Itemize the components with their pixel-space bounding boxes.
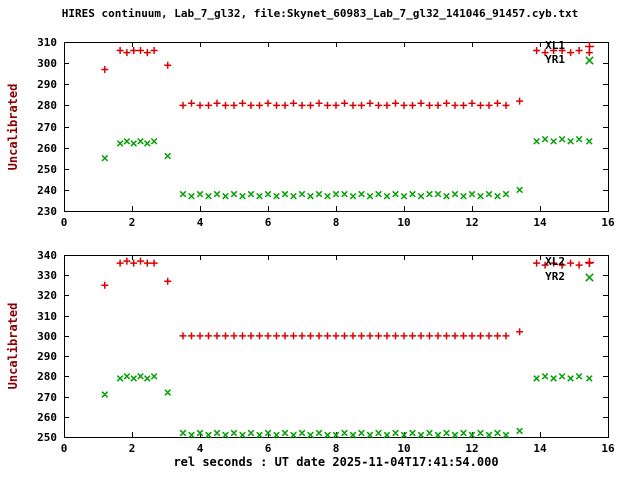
legend-label-xl1: XL1 (545, 39, 565, 52)
y-tick-label: 310 (37, 36, 57, 49)
y-axis-label-top: Uncalibrated (6, 83, 20, 171)
plus-marker-icon (585, 257, 594, 267)
x-tick-label: 2 (129, 216, 136, 229)
y-tick-label: 320 (37, 289, 57, 302)
legend-entry-xl1: XL1 (418, 39, 596, 53)
x-tick-label: 10 (397, 216, 410, 229)
series-points-YR1 (101, 135, 593, 200)
plot-border (64, 42, 609, 212)
y-tick-label: 250 (37, 431, 57, 444)
x-tick-label: 4 (197, 442, 204, 455)
series-points-XL1 (101, 47, 593, 109)
chart-title: HIRES continuum, Lab_7_gl32, file:Skynet… (61, 7, 579, 20)
x-tick-label: 6 (265, 442, 272, 455)
x-tick-label: 12 (465, 442, 478, 455)
x-tick-label: 12 (465, 216, 478, 229)
y-axis-label-bottom: Uncalibrated (6, 302, 20, 390)
x-tick-label: 6 (265, 216, 272, 229)
legend-label-xl2: XL2 (545, 255, 565, 268)
x-tick-label: 8 (333, 216, 340, 229)
x-tick-label: 0 (61, 216, 68, 229)
y-tick-label: 300 (37, 57, 57, 70)
y-tick-label: 280 (37, 370, 57, 383)
series-points-XL2 (101, 257, 593, 340)
legend-label-yr2: YR2 (545, 270, 565, 283)
x-axis-label: rel seconds : UT date 2025-11-04T17:41:5… (173, 455, 499, 469)
y-tick-label: 270 (37, 391, 57, 404)
x-tick-label: 16 (601, 216, 615, 229)
legend-label-yr1: YR1 (545, 53, 565, 66)
x-tick-label: 8 (333, 442, 340, 455)
plus-marker-icon (585, 41, 594, 51)
series-points-YR2 (101, 372, 593, 439)
y-tick-label: 260 (37, 142, 57, 155)
cross-marker-icon (585, 55, 594, 65)
y-tick-label: 250 (37, 163, 57, 176)
y-tick-label: 340 (37, 249, 57, 262)
y-tick-label: 270 (37, 121, 57, 134)
y-tick-label: 290 (37, 78, 57, 91)
x-tick-label: 10 (397, 442, 410, 455)
y-tick-label: 330 (37, 269, 57, 282)
cross-marker-icon (585, 272, 594, 282)
x-tick-label: 4 (197, 216, 204, 229)
legend-entry-xl2: XL2 (418, 255, 596, 269)
x-tick-label: 0 (61, 442, 68, 455)
x-tick-label: 14 (533, 442, 547, 455)
x-tick-label: 14 (533, 216, 547, 229)
y-tick-label: 280 (37, 99, 57, 112)
y-tick-label: 290 (37, 350, 57, 363)
legend-entry-yr1: YR1 (418, 53, 596, 67)
y-tick-label: 310 (37, 310, 57, 323)
x-tick-label: 16 (601, 442, 615, 455)
y-tick-label: 230 (37, 205, 57, 218)
y-tick-label: 300 (37, 330, 57, 343)
y-tick-label: 260 (37, 411, 57, 424)
x-tick-label: 2 (129, 442, 136, 455)
legend-entry-yr2: YR2 (418, 270, 596, 284)
y-tick-label: 240 (37, 184, 57, 197)
